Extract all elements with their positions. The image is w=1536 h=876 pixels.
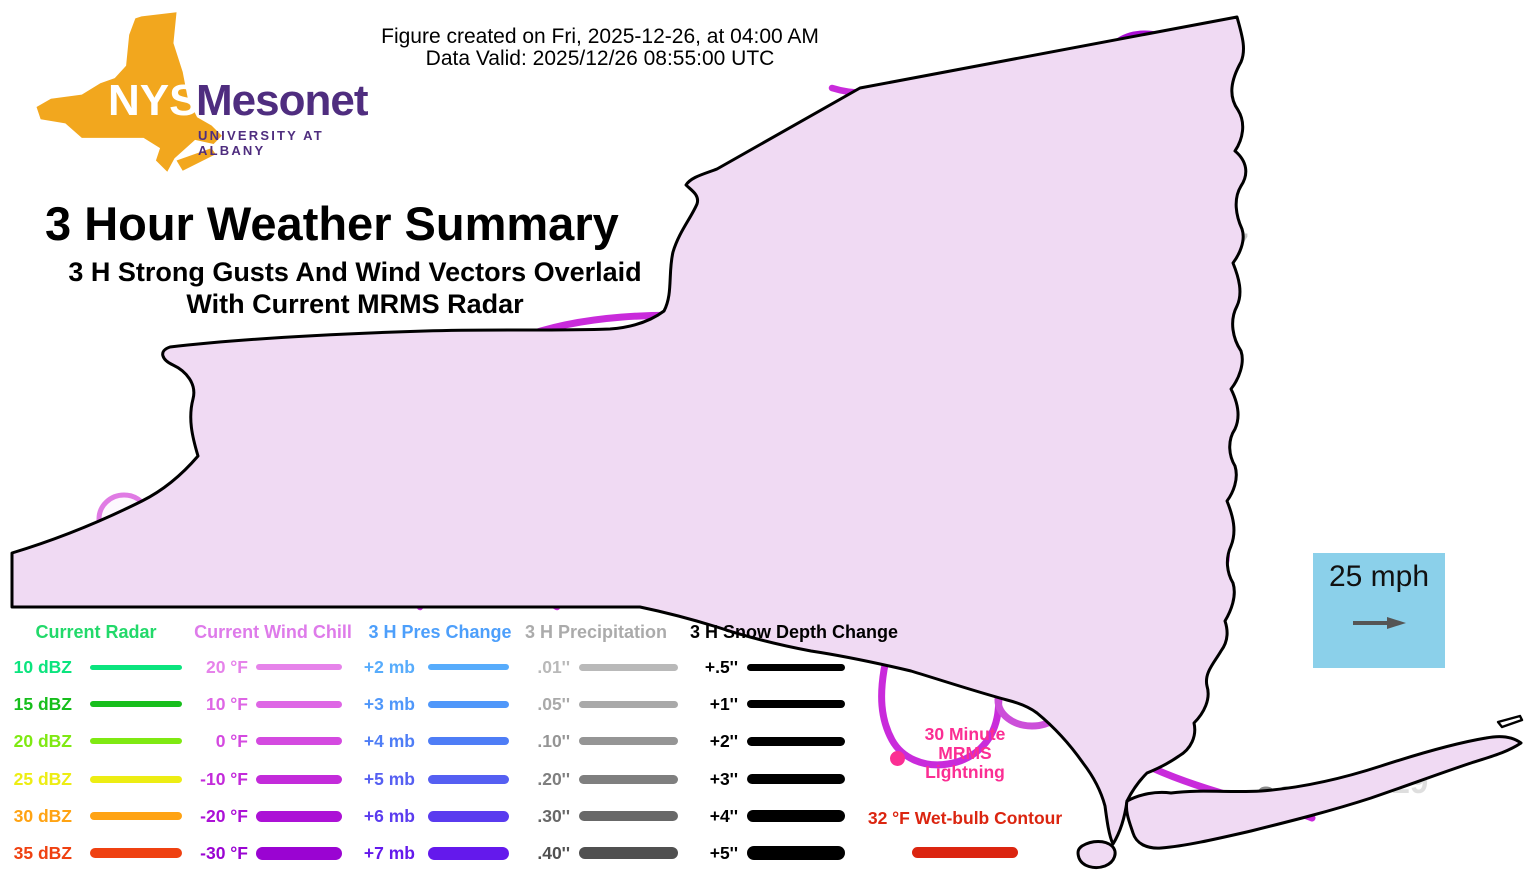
legend-header-precip: 3 H Precipitation xyxy=(524,622,668,642)
legend-row-label: 25 dBZ xyxy=(13,769,72,789)
logo-nys-text: NYS xyxy=(108,76,199,125)
legend-row-line xyxy=(579,774,678,784)
figure-created-text: Figure created on Fri, 2025-12-26, at 04… xyxy=(340,26,860,70)
legend-row-line xyxy=(428,846,509,860)
legend-row-line xyxy=(579,663,678,671)
nys-mesonet-logo: NYS Mesonet UNIVERSITY AT ALBANY xyxy=(8,4,388,184)
legend-header-pres: 3 H Pres Change xyxy=(368,622,512,642)
legend-row-label: 0 °F xyxy=(215,731,248,751)
wetbulb-legend-label: 32 °F Wet-bulb Contour xyxy=(867,808,1063,828)
legend-row-label: .20'' xyxy=(537,769,570,789)
legend-row-line xyxy=(747,846,845,860)
ny-state-icon xyxy=(36,12,222,172)
legend-row-label: +7 mb xyxy=(363,843,415,863)
legend-row-label: 30 dBZ xyxy=(13,806,72,826)
legend-row-label: +6 mb xyxy=(363,806,415,826)
legend-row-line xyxy=(90,701,182,707)
legend-row-label: +5 mb xyxy=(363,769,415,789)
legend-row-line xyxy=(747,810,845,822)
legend-row-line xyxy=(428,774,509,784)
logo-mesonet-text: Mesonet xyxy=(196,76,368,125)
legend-row-label: .10'' xyxy=(537,731,570,751)
legend-row-label: +4 mb xyxy=(363,731,415,751)
legend-row-line xyxy=(428,664,509,670)
created-line2: Data Valid: 2025/12/26 08:55:00 UTC xyxy=(425,47,775,70)
legend-row-line xyxy=(428,700,509,708)
legend-row-label: 20 °F xyxy=(205,657,248,677)
legend-row-label: +4'' xyxy=(709,806,738,826)
legend-row-line xyxy=(90,775,182,783)
legend-row-line xyxy=(256,737,342,745)
lightning-line3: Lightning xyxy=(925,762,1005,782)
wind-scale-label: 25 mph xyxy=(1328,560,1430,593)
legend-row-line xyxy=(256,846,342,860)
legend-row-label: .40'' xyxy=(537,843,570,863)
legend-row-label: 15 dBZ xyxy=(13,694,72,714)
legend-row-label: +2 mb xyxy=(363,657,415,677)
legend-header-snow: 3 H Snow Depth Change xyxy=(689,622,898,642)
legend-row-line xyxy=(747,774,845,784)
legend-row-line xyxy=(747,736,845,746)
lightning-line2: MRMS xyxy=(938,743,992,763)
legend-row-label: 10 dBZ xyxy=(13,657,72,677)
legend-row-label: .30'' xyxy=(537,806,570,826)
wind-scale-arrow-icon xyxy=(1353,617,1406,629)
legend-row-line xyxy=(256,700,342,708)
subtitle-line2: With Current MRMS Radar xyxy=(186,289,524,319)
lightning-line1: 30 Minute xyxy=(924,724,1006,744)
logo-university-text: UNIVERSITY AT ALBANY xyxy=(198,128,324,158)
legend-row-line xyxy=(579,847,678,859)
legend-row-label: .05'' xyxy=(537,694,570,714)
legend-row-label: +1'' xyxy=(709,694,738,714)
legend-row-label: -30 °F xyxy=(200,843,248,863)
legend-row-label: +5'' xyxy=(709,843,738,863)
legend-row-label: 20 dBZ xyxy=(13,731,72,751)
wetbulb-legend-line xyxy=(912,847,1018,858)
wind-scale-box: 25 mph xyxy=(1313,553,1445,668)
legend-row-label: +3 mb xyxy=(363,694,415,714)
legend-row-line xyxy=(579,811,678,821)
legend-row-line xyxy=(747,663,845,671)
created-line1: Figure created on Fri, 2025-12-26, at 04… xyxy=(381,25,819,48)
legend-row-label: 10 °F xyxy=(205,694,248,714)
legend-row-line xyxy=(747,700,845,708)
legend-row-line xyxy=(256,810,342,822)
legend-row-line xyxy=(90,812,182,820)
legend-row-line xyxy=(428,737,509,745)
legend-row-line xyxy=(579,700,678,708)
legend-row-line xyxy=(90,664,182,670)
legend-row-line xyxy=(90,738,182,744)
state-outline xyxy=(10,15,1524,870)
legend-header-windchill: Current Wind Chill xyxy=(194,622,352,642)
subtitle-line1: 3 H Strong Gusts And Wind Vectors Overla… xyxy=(68,257,642,287)
legend-row-line xyxy=(579,737,678,745)
page-title: 3 Hour Weather Summary xyxy=(45,197,619,250)
legend-row-line xyxy=(256,664,342,670)
lightning-legend-label: 30 Minute MRMS Lightning xyxy=(900,725,1030,782)
legend-row-label: +.5'' xyxy=(704,657,738,677)
legend-row-line xyxy=(256,774,342,784)
legend-row-line xyxy=(428,810,509,822)
legend-row-label: 35 dBZ xyxy=(13,843,72,863)
legend-row-label: .01'' xyxy=(537,657,570,677)
legend-row-label: -20 °F xyxy=(200,806,248,826)
legend-row-line xyxy=(90,848,182,858)
legend-header-radar: Current Radar xyxy=(35,622,157,642)
lightning-dot-icon xyxy=(890,751,905,766)
legend-row-label: +2'' xyxy=(709,731,738,751)
legend-row-label: -10 °F xyxy=(200,769,248,789)
legend-row-label: +3'' xyxy=(709,769,738,789)
